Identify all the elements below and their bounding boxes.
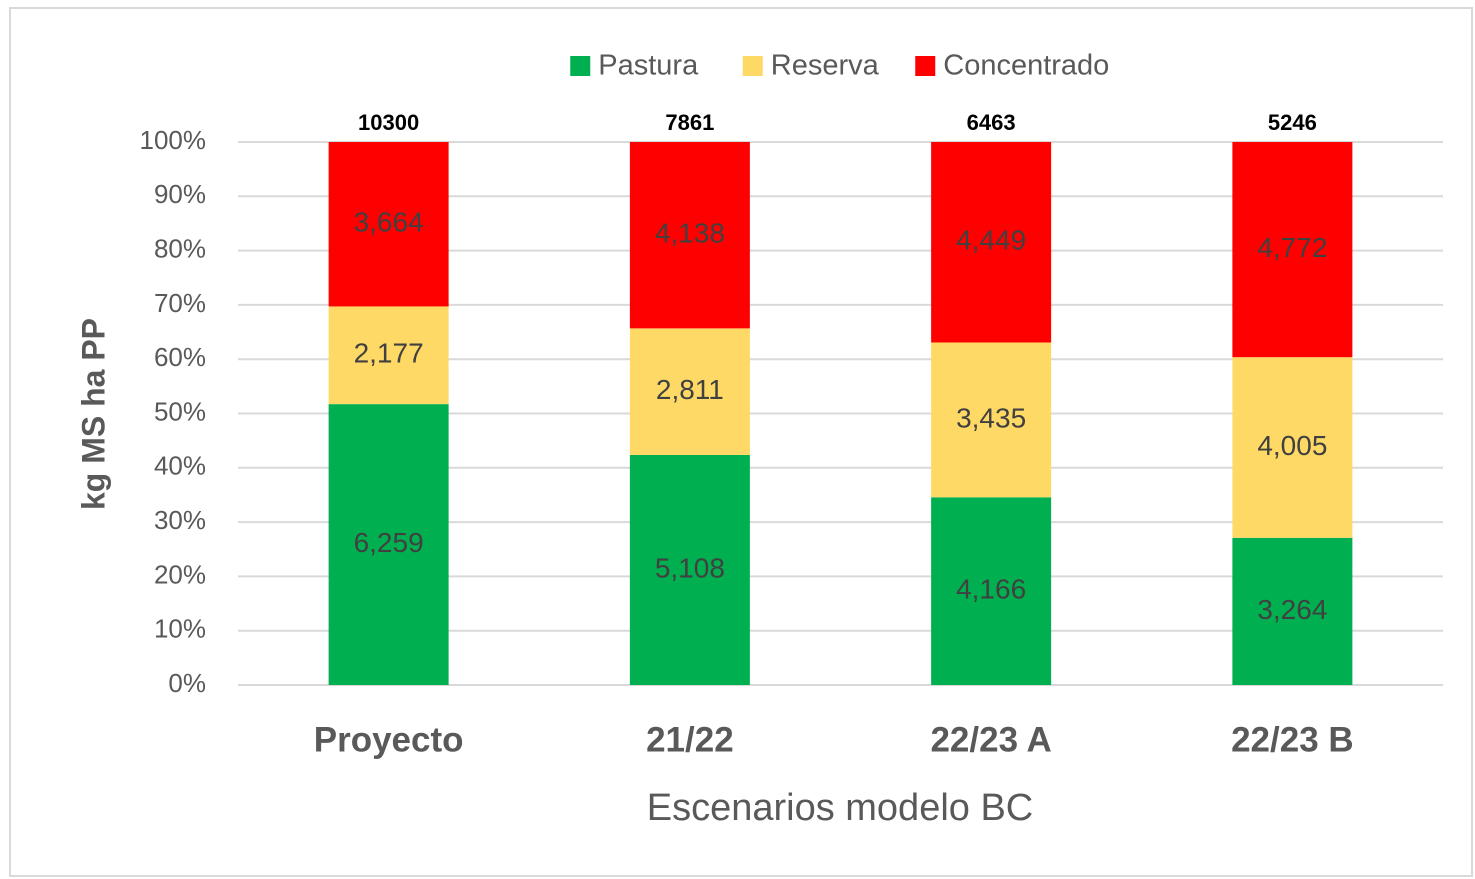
- legend-label: Reserva: [771, 50, 880, 82]
- total-label: 7861: [665, 110, 714, 135]
- bar-segment: [1232, 142, 1353, 358]
- bar-segment: [1232, 537, 1353, 685]
- data-label: 3,435: [956, 402, 1026, 433]
- total-label: 10300: [358, 110, 419, 135]
- data-label: 4,166: [956, 574, 1026, 605]
- x-tick-label: 22/23 A: [930, 720, 1051, 759]
- y-tick-label: 30%: [154, 505, 206, 535]
- y-tick-label: 90%: [154, 179, 206, 209]
- y-tick-label: 70%: [154, 288, 206, 318]
- x-tick-label: Proyecto: [314, 720, 464, 759]
- data-label: 2,177: [354, 338, 424, 369]
- legend-swatch: [915, 56, 936, 76]
- legend-label: Pastura: [598, 50, 699, 82]
- y-tick-label: 20%: [154, 559, 206, 589]
- y-tick-label: 50%: [154, 396, 206, 426]
- bar-segment: [629, 328, 750, 455]
- y-tick-label: 80%: [154, 233, 206, 263]
- y-tick-label: 0%: [168, 668, 206, 698]
- x-axis-title: Escenarios modelo BC: [647, 787, 1034, 829]
- bar-segment: [629, 142, 750, 329]
- data-label: 5,108: [655, 552, 725, 583]
- bar-segment: [629, 454, 750, 685]
- x-tick-label: 22/23 B: [1231, 720, 1354, 759]
- bar-segment: [328, 142, 449, 307]
- data-label: 6,259: [354, 527, 424, 558]
- data-label: 3,264: [1257, 594, 1327, 625]
- legend-swatch: [570, 56, 591, 76]
- bar-segment: [931, 342, 1052, 498]
- bar-segment: [931, 497, 1052, 685]
- total-label: 5246: [1268, 110, 1317, 135]
- bar-segment: [328, 306, 449, 405]
- total-label: 6463: [967, 110, 1016, 135]
- y-tick-label: 40%: [154, 451, 206, 481]
- bar-segment: [328, 404, 449, 685]
- x-tick-label: 21/22: [646, 720, 734, 759]
- data-label: 4,449: [956, 225, 1026, 256]
- y-tick-label: 100%: [140, 125, 207, 155]
- data-label: 4,005: [1257, 430, 1327, 461]
- y-tick-label: 60%: [154, 342, 206, 372]
- bar-segment: [1232, 357, 1353, 538]
- data-label: 4,772: [1257, 232, 1327, 263]
- y-tick-label: 10%: [154, 614, 206, 644]
- data-label: 4,138: [655, 218, 725, 249]
- y-axis-title: kg MS ha PP: [75, 318, 111, 510]
- bar-segment: [931, 142, 1052, 343]
- data-label: 2,811: [656, 374, 724, 405]
- data-label: 3,664: [354, 207, 424, 238]
- legend-label: Concentrado: [943, 50, 1109, 82]
- legend-swatch: [742, 56, 763, 76]
